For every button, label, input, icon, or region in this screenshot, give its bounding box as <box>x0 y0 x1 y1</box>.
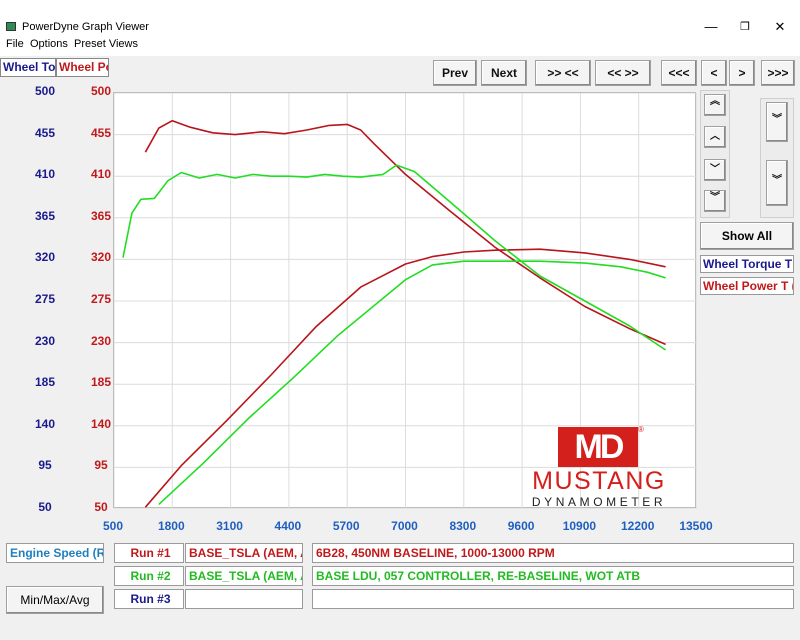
x-channel-select[interactable]: Engine Speed (RI <box>6 543 104 563</box>
torque-tick-label: 140 <box>34 416 56 431</box>
torque-tick-label: 365 <box>34 208 56 223</box>
torque-tick-label: 275 <box>34 292 56 306</box>
min-max-avg-button[interactable]: Min/Max/Avg <box>6 586 104 614</box>
close-button[interactable]: ✕ <box>774 19 786 34</box>
run2-description[interactable]: BASE LDU, 057 CONTROLLER, RE-BASELINE, W… <box>312 566 794 586</box>
show-all-button[interactable]: Show All <box>700 222 794 250</box>
run1-label[interactable]: Run #1 <box>114 543 184 563</box>
window-title: PowerDyne Graph Viewer <box>22 21 149 33</box>
power-scale-up-button[interactable]: ︾ <box>766 102 788 142</box>
x-tick-label: 3100 <box>216 519 243 533</box>
run3-label[interactable]: Run #3 <box>114 589 184 609</box>
power-tick-label: 50 <box>94 500 108 514</box>
power-tick-label: 455 <box>90 125 112 140</box>
chart-series <box>122 119 667 508</box>
minimize-button[interactable]: — <box>704 19 718 34</box>
power-tick-label: 500 <box>90 84 112 98</box>
run3-description[interactable] <box>312 589 794 609</box>
logo-mark: MD <box>558 427 638 467</box>
zoom-out-button[interactable]: << >> <box>595 60 651 86</box>
torque-tick-label: 230 <box>34 333 56 348</box>
maximize-button[interactable]: ❐ <box>740 21 750 33</box>
torque-scale-down-fast-button[interactable]: ︾ <box>704 190 726 212</box>
tab-wheel-power[interactable]: Wheel Pc <box>56 58 109 77</box>
x-tick-label: 8300 <box>449 519 477 533</box>
run1-description[interactable]: 6B28, 450NM BASELINE, 1000-13000 RPM <box>312 543 794 563</box>
x-tick-label: 10900 <box>562 519 597 533</box>
title-bar: PowerDyne Graph Viewer — ❐ ✕ <box>0 0 800 36</box>
x-tick-label: 4400 <box>274 519 302 533</box>
series-line-4[interactable] <box>158 260 666 505</box>
last-button[interactable]: >>> <box>761 60 795 86</box>
run2-name[interactable]: BASE_TSLA (AEM, AEI <box>185 566 303 586</box>
menu-bar: File Options Preset Views <box>0 38 800 54</box>
logo-brand: MUSTANG <box>532 467 666 495</box>
power-tick-label: 275 <box>90 292 112 306</box>
torque-tick-label: 320 <box>34 250 56 265</box>
power-tick-label: 410 <box>90 167 112 182</box>
torque-tick-label: 455 <box>34 125 56 140</box>
menu-preset-views[interactable]: Preset Views <box>74 38 138 50</box>
mustang-dynamometer-logo: MD ® MUSTANG DYNAMOMETER <box>500 425 696 510</box>
torque-tick-label: 95 <box>38 458 52 473</box>
legend-wheel-torque[interactable]: Wheel Torque T <box>700 255 794 273</box>
x-tick-label: 1800 <box>157 519 185 533</box>
torque-tick-label: 185 <box>34 375 56 390</box>
x-tick-label: 13500 <box>679 519 713 533</box>
run3-name[interactable] <box>185 589 303 609</box>
logo-registered: ® <box>638 425 644 434</box>
menu-options[interactable]: Options <box>30 38 68 50</box>
back-button[interactable]: < <box>701 60 727 86</box>
power-tick-label: 185 <box>90 375 112 390</box>
next-button[interactable]: Next <box>481 60 527 86</box>
zoom-in-button[interactable]: >> << <box>535 60 591 86</box>
run2-label[interactable]: Run #2 <box>114 566 184 586</box>
x-tick-label: 12200 <box>621 519 655 533</box>
prev-button[interactable]: Prev <box>433 60 477 86</box>
torque-scale-down-button[interactable]: ﹀ <box>704 159 726 181</box>
torque-tick-label: 410 <box>34 167 56 182</box>
run1-name[interactable]: BASE_TSLA (AEM, AEI <box>185 543 303 563</box>
power-tick-label: 140 <box>90 416 112 431</box>
torque-tick-label: 50 <box>38 500 52 514</box>
legend-wheel-power[interactable]: Wheel Power T ( <box>700 277 794 295</box>
series-line-1[interactable] <box>144 119 666 346</box>
menu-file[interactable]: File <box>6 38 24 50</box>
power-tick-label: 95 <box>94 458 108 473</box>
forward-button[interactable]: > <box>729 60 755 86</box>
x-tick-label: 7000 <box>391 519 418 533</box>
x-tick-label: 500 <box>102 519 124 533</box>
torque-scale-up-button[interactable]: ︿ <box>704 126 726 148</box>
x-tick-label: 5700 <box>332 519 360 533</box>
first-button[interactable]: <<< <box>661 60 697 86</box>
power-tick-label: 365 <box>90 208 112 223</box>
series-line-2[interactable] <box>144 248 666 508</box>
power-tick-label: 230 <box>90 333 112 348</box>
tab-wheel-torque[interactable]: Wheel To <box>0 58 56 77</box>
app-icon <box>6 22 16 31</box>
series-line-3[interactable] <box>122 164 667 351</box>
torque-scale-up-fast-button[interactable]: ︽ <box>704 94 726 116</box>
logo-tagline: DYNAMOMETER <box>531 495 667 509</box>
x-tick-label: 9600 <box>507 519 535 533</box>
torque-tick-label: 500 <box>34 84 56 98</box>
power-tick-label: 320 <box>90 250 112 265</box>
power-scale-down-button[interactable]: ︾ <box>766 160 788 206</box>
